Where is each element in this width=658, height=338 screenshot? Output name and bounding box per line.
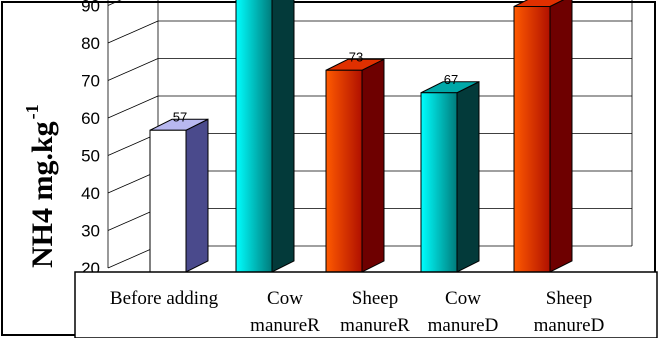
data-label: 67 — [444, 72, 458, 87]
y-tick-label: 80 — [81, 34, 100, 53]
bar-side — [185, 118, 209, 273]
category-label: Cow manureR — [250, 288, 320, 336]
y-tick-label: 70 — [81, 72, 100, 91]
category-label-line2: manureD — [534, 315, 605, 336]
bar-front — [325, 69, 363, 273]
category-label-line1: Before adding — [110, 288, 219, 309]
bar-side — [549, 0, 573, 273]
bar — [149, 118, 209, 273]
bar-front — [149, 129, 187, 273]
data-labels: 5792736790 — [173, 0, 551, 124]
y-axis-label-text: NH4 mg.kg — [26, 121, 59, 268]
bar — [325, 58, 385, 273]
y-tick-label: 60 — [81, 109, 100, 128]
bar-side — [271, 0, 295, 273]
y-tick-label: 30 — [81, 222, 100, 241]
category-label-line2: manureR — [340, 315, 410, 336]
category-label-line1: Cow — [445, 288, 481, 309]
bar-front — [235, 0, 273, 273]
category-label-line2: manureR — [250, 315, 320, 336]
y-tick-label: 40 — [81, 184, 100, 203]
y-tick-label: 50 — [81, 147, 100, 166]
data-label: 90 — [537, 0, 551, 1]
gridline-side — [107, 95, 159, 119]
bar — [420, 80, 480, 273]
category-label-box — [74, 271, 658, 338]
bar — [235, 0, 295, 273]
gridline-side — [107, 58, 159, 81]
category-label: Before adding — [110, 288, 219, 309]
category-label-line1: Cow — [267, 288, 303, 309]
y-tick-label: 90 — [81, 0, 100, 16]
category-label: Sheep manureD — [534, 288, 605, 336]
category-label-line1: Sheep — [546, 288, 592, 309]
gridline-side — [107, 0, 122, 6]
bars — [149, 0, 573, 273]
y-axis-label-superscript: -1 — [22, 104, 42, 119]
category-label: Cow manureD — [428, 288, 499, 336]
bar — [513, 0, 573, 273]
y-axis-ticks: 2030405060708090100 — [81, 0, 100, 278]
category-label-line2: manureD — [428, 315, 499, 336]
bar-side — [456, 80, 480, 273]
gridline-side — [107, 20, 159, 44]
bar-front — [513, 6, 551, 273]
category-labels: Before adding Cow manureR Sheep manureR Cow ma… — [110, 288, 604, 336]
category-label: Sheep manureR — [340, 288, 410, 336]
data-label: 73 — [349, 49, 363, 64]
category-label-line1: Sheep — [352, 288, 398, 309]
data-label: 57 — [173, 109, 187, 124]
bar-side — [361, 58, 385, 273]
bar-front — [420, 92, 458, 273]
y-axis-label: NH4 mg.kg -1 — [22, 104, 59, 268]
